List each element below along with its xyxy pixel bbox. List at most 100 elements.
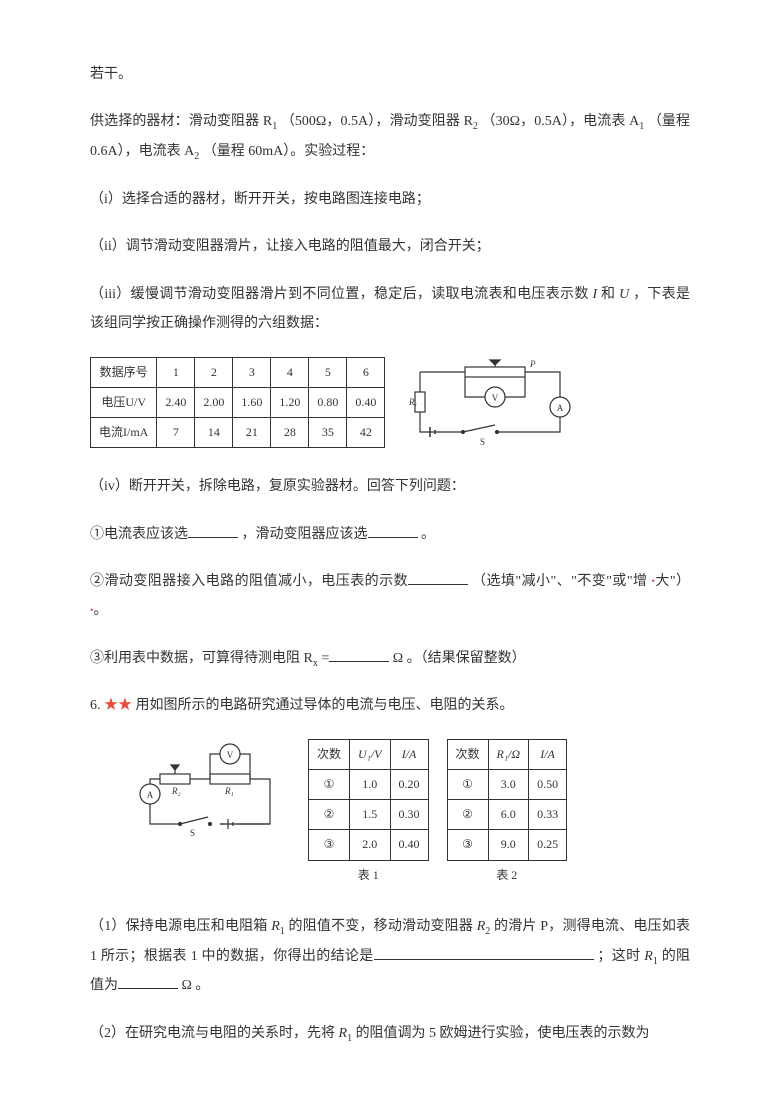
text: 和 — [601, 287, 619, 302]
s-label: S — [480, 437, 485, 447]
cell: 0.40 — [347, 387, 385, 417]
symbol: R — [339, 1026, 348, 1041]
cell: 0.25 — [529, 830, 567, 860]
text: （量程 60mA）。实验过程： — [203, 144, 375, 159]
cell: ③ — [447, 830, 488, 860]
text: Ω 。（结果保留整数） — [393, 651, 526, 666]
cell: 0.80 — [309, 387, 347, 417]
text: （ii）调节滑动变阻器滑片，让接入电路的阻值最大，闭合开关； — [90, 239, 490, 254]
text: I/A — [402, 747, 417, 761]
question-2: ②滑动变阻器接入电路的阻值减小，电压表的示数 （选填"减小"、"不变"或"增 •… — [90, 567, 690, 626]
cell: 2.0 — [350, 830, 391, 860]
symbol: R — [644, 949, 653, 964]
cell: 1.60 — [233, 387, 271, 417]
cell: 21 — [233, 417, 271, 447]
text: （30Ω，0.5A），电流表 A — [482, 114, 640, 129]
blank — [408, 570, 468, 585]
step-iii: （iii）缓慢调节滑动变阻器滑片到不同位置，稳定后，读取电流表和电压表示数 I … — [90, 280, 690, 339]
text: （iii）缓慢调节滑动变阻器滑片到不同位置，稳定后，读取电流表和电压表示数 — [90, 287, 593, 302]
data-table-1: 数据序号 1 2 3 4 5 6 电压U/V 2.40 2.00 1.60 1.… — [90, 357, 385, 449]
table-row: 数据序号 1 2 3 4 5 6 — [91, 357, 385, 387]
subscript: 2 — [194, 151, 199, 162]
intro-line-0: 若干。 — [90, 60, 690, 89]
table-row: ①3.00.50 — [447, 770, 567, 800]
cell: 0.40 — [390, 830, 428, 860]
cell: R₁/Ω — [488, 739, 529, 769]
text: 6. — [90, 698, 104, 713]
cell: 2.40 — [157, 387, 195, 417]
symbol: R — [477, 919, 486, 934]
cell: 3.0 — [488, 770, 529, 800]
text: （i）选择合适的器材，断开开关，按电路图连接电路； — [90, 192, 430, 207]
cell: ② — [447, 800, 488, 830]
data-row-2: V A R₂ R₁ S 次数 U₁/V I/A ①1.00.20 ②1.50.3… — [130, 739, 690, 888]
intro-line-1: 供选择的器材：滑动变阻器 R1 （500Ω，0.5A），滑动变阻器 R2 （30… — [90, 107, 690, 167]
text: 。 — [421, 527, 435, 542]
subscript: 2 — [473, 121, 478, 132]
cell: 6.0 — [488, 800, 529, 830]
star-icon: ★★ — [104, 698, 132, 713]
cell: ③ — [309, 830, 350, 860]
text: 若干。 — [90, 67, 132, 82]
table-row: ①1.00.20 — [309, 770, 429, 800]
circuit-diagram-2: V A R₂ R₁ S — [130, 739, 290, 839]
cell: 4 — [271, 357, 309, 387]
q6-part-1: （1）保持电源电压和电阻箱 R1 的阻值不变，移动滑动变阻器 R2 的滑片 P，… — [90, 912, 690, 1001]
step-i: （i）选择合适的器材，断开开关，按电路图连接电路； — [90, 185, 690, 214]
text: 用如图所示的电路研究通过导体的电流与电压、电阻的关系。 — [136, 698, 514, 713]
cell: 次数 — [309, 739, 350, 769]
blank — [374, 944, 594, 959]
cell: 42 — [347, 417, 385, 447]
cell: I/A — [529, 739, 567, 769]
cell: 35 — [309, 417, 347, 447]
blank — [118, 974, 178, 989]
voltmeter-label: V — [227, 750, 234, 760]
table-row: 次数 R₁/Ω I/A — [447, 739, 567, 769]
cell: I/A — [390, 739, 428, 769]
text: R₁/Ω — [497, 747, 521, 761]
cell: 数据序号 — [91, 357, 157, 387]
cell: 0.33 — [529, 800, 567, 830]
text: ②滑动变阻器接入电路的阻值减小，电压表的示数 — [90, 574, 408, 589]
text: 。 — [94, 603, 108, 618]
cell: 2 — [195, 357, 233, 387]
subscript: 2 — [485, 926, 490, 937]
text: ①电流表应该选 — [90, 527, 188, 542]
p-label: P — [529, 359, 536, 369]
r1-label: R₁ — [224, 786, 234, 796]
circuit-diagram-1: V A Rₓ P S — [405, 357, 575, 447]
rx-label: Rₓ — [408, 397, 417, 407]
cell: 0.30 — [390, 800, 428, 830]
blank — [368, 522, 418, 537]
text: （500Ω，0.5A），滑动变阻器 R — [281, 114, 473, 129]
subscript: x — [313, 657, 318, 668]
s-label: S — [190, 828, 195, 838]
symbol-i: I — [593, 287, 598, 302]
question-3: ③利用表中数据，可算得待测电阻 Rx = Ω 。（结果保留整数） — [90, 644, 690, 674]
cell: 次数 — [447, 739, 488, 769]
cell: 0.50 — [529, 770, 567, 800]
q6-part-2: （2）在研究电流与电阻的关系时，先将 R1 的阻值调为 5 欧姆进行实验，使电压… — [90, 1019, 690, 1049]
text: （2）在研究电流与电阻的关系时，先将 — [90, 1026, 339, 1041]
text: I/A — [540, 747, 555, 761]
cell: 14 — [195, 417, 233, 447]
r2-label: R₂ — [171, 786, 181, 796]
subscript: 1 — [639, 121, 644, 132]
cell: 3 — [233, 357, 271, 387]
text: 的阻值调为 5 欧姆进行实验，使电压表的示数为 — [356, 1026, 650, 1041]
step-ii: （ii）调节滑动变阻器滑片，让接入电路的阻值最大，闭合开关； — [90, 232, 690, 261]
cell: U₁/V — [350, 739, 391, 769]
cell: ② — [309, 800, 350, 830]
cell: 5 — [309, 357, 347, 387]
cell: 1 — [157, 357, 195, 387]
subscript: 1 — [272, 121, 277, 132]
question-6-head: 6. ★★ 用如图所示的电路研究通过导体的电流与电压、电阻的关系。 — [90, 691, 690, 720]
text: （iv）断开开关，拆除电路，复原实验器材。回答下列问题： — [90, 479, 465, 494]
table-row: 电压U/V 2.40 2.00 1.60 1.20 0.80 0.40 — [91, 387, 385, 417]
table-caption: 表 2 — [447, 863, 568, 888]
cell: 1.5 — [350, 800, 391, 830]
ammeter-label: A — [557, 403, 564, 413]
table-b-wrap: 次数 R₁/Ω I/A ①3.00.50 ②6.00.33 ③9.00.25 表… — [447, 739, 568, 888]
subscript: 1 — [280, 926, 285, 937]
cell: 0.20 — [390, 770, 428, 800]
